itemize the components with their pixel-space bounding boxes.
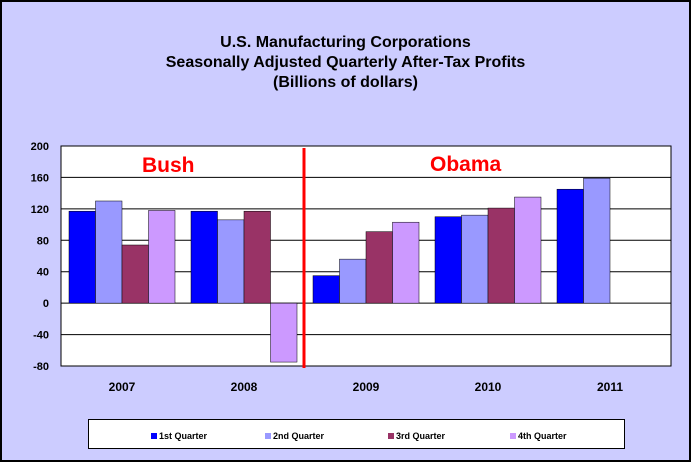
legend-label: 1st Quarter bbox=[159, 431, 208, 441]
bar-2008-q1 bbox=[190, 210, 218, 304]
legend-item-q2: 2nd Quarter bbox=[265, 430, 324, 442]
bar-2008-q3 bbox=[243, 210, 271, 304]
bar-2007-q3 bbox=[121, 244, 149, 304]
bar-2007-q2 bbox=[95, 200, 123, 304]
y-tick-label: 0 bbox=[43, 298, 49, 310]
y-tick-label: 40 bbox=[37, 267, 49, 279]
x-tick-label: 2008 bbox=[231, 380, 258, 394]
legend: 1st Quarter 2nd Quarter 3rd Quarter 4th Qua… bbox=[88, 419, 625, 449]
legend-item-q1: 1st Quarter bbox=[151, 430, 207, 442]
legend-label: 2nd Quarter bbox=[273, 431, 325, 441]
bar-2010-q4 bbox=[514, 196, 542, 304]
x-tick-label: 2011 bbox=[597, 380, 623, 394]
bar-2008-q2 bbox=[217, 219, 245, 304]
bar-2010-q3 bbox=[487, 207, 515, 304]
legend-swatch bbox=[265, 433, 271, 439]
chart-title-line-1: U.S. Manufacturing Corporations bbox=[220, 34, 471, 51]
legend-swatch bbox=[388, 433, 394, 439]
legend-swatch bbox=[510, 433, 516, 439]
y-tick-label: 120 bbox=[31, 204, 49, 216]
bar-2011-q1 bbox=[556, 188, 584, 304]
y-tick-label: 200 bbox=[31, 141, 49, 153]
annotation-bush: Bush bbox=[142, 154, 195, 177]
legend-label: 4th Quarter bbox=[518, 431, 567, 441]
legend-item-q4: 4th Quarter bbox=[510, 430, 567, 442]
bar-2009-q2 bbox=[339, 258, 367, 304]
x-tick-label: 2007 bbox=[109, 380, 136, 394]
x-tick-label: 2009 bbox=[353, 380, 380, 394]
annotation-obama: Obama bbox=[430, 153, 502, 176]
bar-2009-q4 bbox=[392, 221, 420, 304]
y-tick-label: 80 bbox=[37, 235, 49, 247]
bar-2009-q1 bbox=[312, 275, 340, 304]
bar-2009-q3 bbox=[365, 231, 393, 304]
legend-item-q3: 3rd Quarter bbox=[388, 430, 445, 442]
chart-title-line-3: (Billions of dollars) bbox=[273, 74, 418, 91]
legend-swatch bbox=[151, 433, 157, 439]
bar-2011-q2 bbox=[583, 177, 611, 304]
y-tick-label: 160 bbox=[31, 172, 49, 184]
bar-2008-q4 bbox=[270, 302, 298, 363]
legend-label: 3rd Quarter bbox=[396, 431, 446, 441]
bar-2007-q1 bbox=[68, 210, 96, 304]
y-tick-label: -40 bbox=[33, 330, 49, 342]
bar-2007-q4 bbox=[148, 210, 176, 304]
bar-2010-q2 bbox=[461, 214, 489, 304]
chart-title-line-2: Seasonally Adjusted Quarterly After-Tax … bbox=[165, 54, 526, 71]
bar-2010-q1 bbox=[434, 216, 462, 304]
y-tick-label: -80 bbox=[33, 361, 49, 373]
x-tick-label: 2010 bbox=[475, 380, 502, 394]
